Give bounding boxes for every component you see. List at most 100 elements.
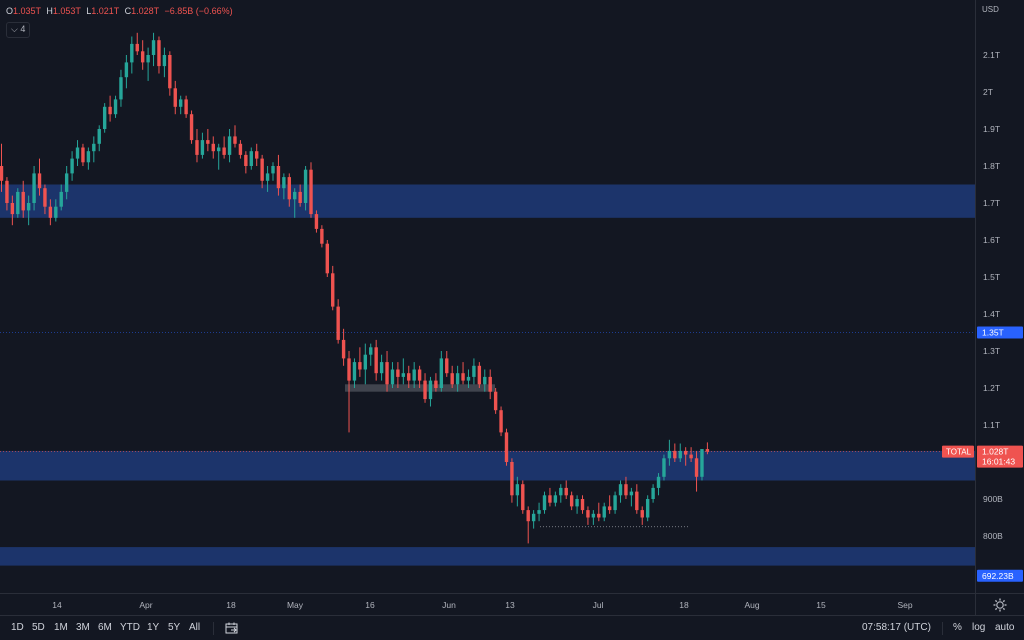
price-tick-label: 1.1T	[983, 420, 1000, 430]
candle-body	[510, 462, 514, 496]
range-3m-button[interactable]: 3M	[76, 622, 90, 633]
percent-scale-toggle[interactable]: %	[953, 622, 962, 633]
candle-body	[10, 203, 15, 215]
candle-body	[379, 362, 384, 374]
candle-body	[260, 158, 264, 181]
candlestick-chart[interactable]: TOTAL	[0, 0, 975, 593]
time-tick-label: 15	[816, 600, 826, 610]
candle	[260, 154, 264, 189]
candle-body	[477, 365, 482, 385]
candle	[282, 173, 286, 200]
candle	[102, 103, 107, 133]
candle-body	[586, 510, 590, 518]
candle-body	[401, 373, 406, 377]
candle	[515, 476, 520, 507]
candle	[0, 143, 4, 192]
candle	[559, 484, 563, 503]
candle	[455, 365, 460, 392]
price-axis[interactable]: USD 2.1T 2T 1.9T 1.8T 1.7T 1.6T 1.5T 1.4T 1.3T 1.…	[975, 0, 1024, 593]
price-tick-label: 1.4T	[983, 309, 1000, 319]
candle-body	[613, 495, 617, 511]
candle	[265, 166, 270, 192]
candle	[5, 177, 9, 211]
candle	[542, 491, 547, 514]
candle-body	[108, 106, 112, 115]
candle-body	[559, 487, 563, 496]
log-scale-toggle[interactable]: log	[972, 622, 986, 633]
indicators-toggle-button[interactable]: ⌵ 4	[6, 22, 31, 38]
candle	[461, 362, 465, 385]
utc-clock[interactable]: 07:58:17 (UTC)	[862, 622, 931, 633]
candle-body	[200, 140, 205, 155]
candle	[271, 162, 275, 181]
candle-body	[673, 450, 677, 459]
candle-body	[635, 491, 639, 511]
time-tick-label: Sep	[897, 600, 912, 610]
candle-body	[700, 449, 704, 477]
time-axis[interactable]: 14 Apr 18 May 16 Jun 13 Jul 18 Aug 15 Sep	[0, 593, 975, 615]
candle	[303, 166, 308, 211]
candle-body	[157, 40, 161, 67]
candle-body	[580, 499, 585, 511]
candle-body	[656, 476, 661, 488]
candle-body	[303, 169, 308, 203]
range-6m-button[interactable]: 6M	[98, 622, 112, 633]
candle-body	[320, 228, 324, 244]
candle	[412, 362, 416, 388]
candle-body	[314, 214, 319, 229]
candle	[629, 487, 634, 507]
candle	[217, 143, 221, 170]
candle	[64, 166, 69, 200]
candle	[293, 188, 297, 218]
candle-body	[564, 487, 568, 496]
candle	[531, 510, 536, 529]
candle-body	[37, 173, 42, 189]
candle-body	[450, 373, 454, 385]
candle	[499, 406, 503, 437]
candle-body	[591, 513, 596, 518]
candle-body	[5, 180, 9, 203]
candle	[705, 442, 710, 455]
candle	[569, 491, 574, 511]
candle-body	[575, 499, 579, 507]
price-tick-label: 2.1T	[983, 50, 1000, 60]
candle	[483, 369, 487, 392]
currency-label[interactable]: USD	[982, 5, 999, 14]
candle	[314, 210, 319, 233]
candle	[553, 491, 558, 507]
range-all-button[interactable]: All	[189, 622, 201, 633]
candle	[146, 47, 150, 81]
range-1m-button[interactable]: 1M	[54, 622, 68, 633]
candle	[124, 55, 129, 89]
candle	[309, 162, 313, 218]
range-5y-button[interactable]: 5Y	[168, 622, 181, 633]
gear-icon[interactable]	[976, 594, 1024, 616]
range-1y-button[interactable]: 1Y	[147, 622, 160, 633]
auto-scale-toggle[interactable]: auto	[995, 622, 1015, 633]
candle	[341, 328, 346, 366]
range-5d-button[interactable]: 5D	[32, 622, 45, 633]
chart-pane[interactable]: TOTAL O1.035T H1.053T L1.021T C1.028T −6…	[0, 0, 975, 593]
level-tag-upper-bg	[977, 326, 1023, 339]
candle-body	[75, 147, 80, 159]
axis-settings-corner[interactable]	[975, 593, 1024, 615]
price-tick-label: 800B	[983, 531, 1003, 541]
candle-body	[244, 154, 248, 166]
candle	[70, 151, 74, 181]
candle-body	[135, 43, 139, 52]
candle	[434, 373, 438, 392]
range-ytd-button[interactable]: YTD	[120, 622, 140, 633]
candle	[640, 506, 644, 525]
candle	[645, 495, 650, 522]
range-1d-button[interactable]: 1D	[11, 622, 24, 633]
candle-body	[531, 513, 536, 522]
candle	[178, 95, 183, 115]
toolbar-divider	[942, 622, 943, 635]
time-tick-label: Apr	[139, 600, 152, 610]
candle-body	[423, 380, 427, 400]
go-to-date-icon[interactable]	[225, 622, 239, 635]
time-tick-label: 14	[52, 600, 62, 610]
candle-body	[434, 380, 438, 388]
candle-body	[553, 495, 558, 503]
candle	[689, 447, 693, 462]
